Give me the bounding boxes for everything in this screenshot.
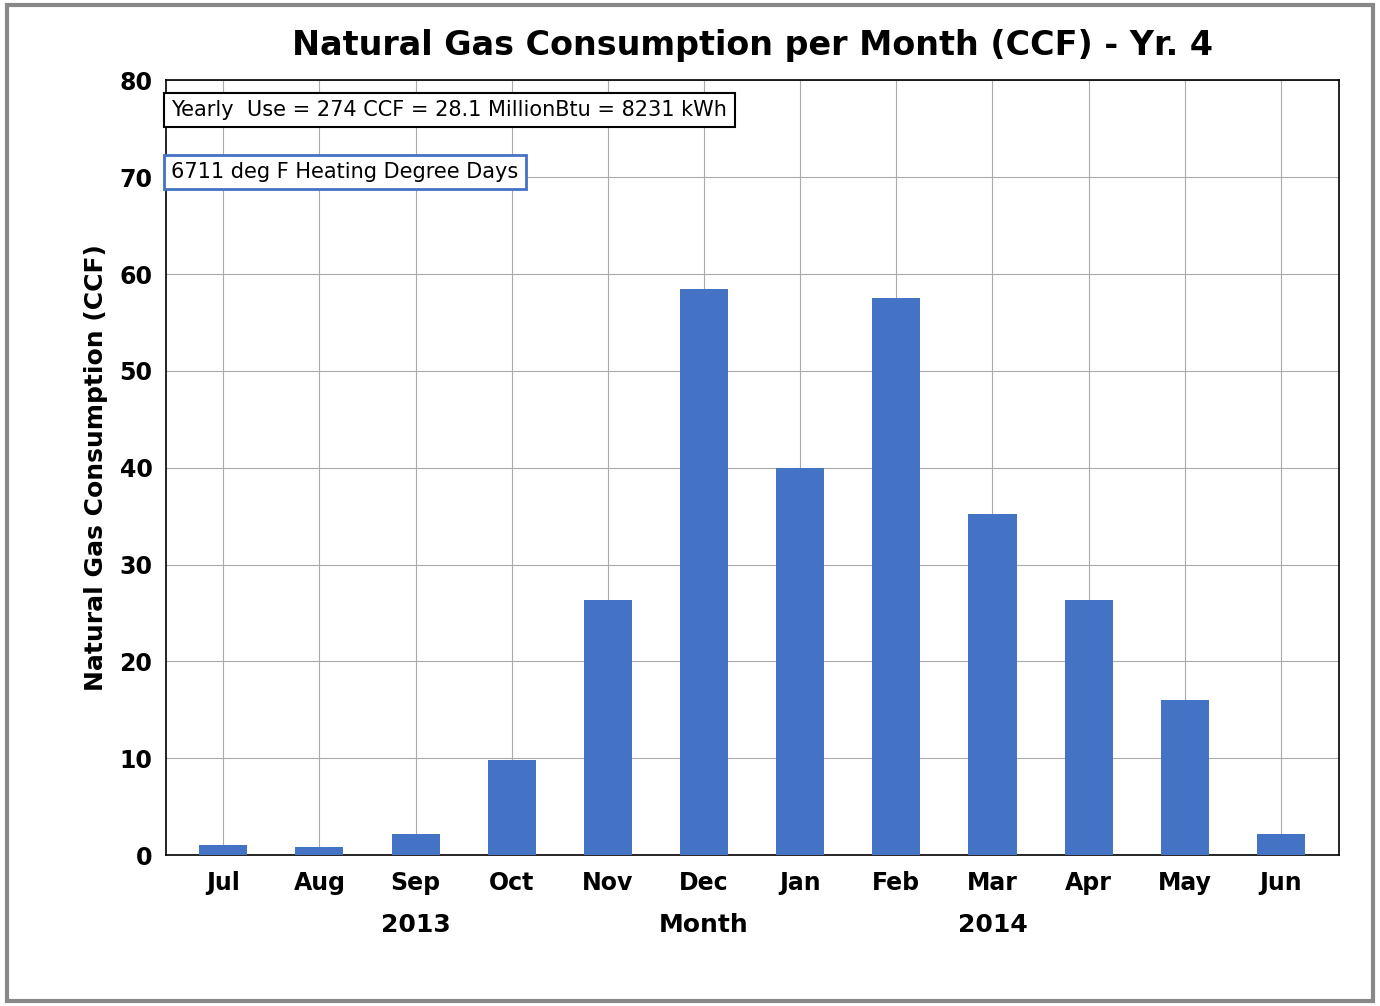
Bar — [1161, 700, 1209, 855]
Bar — [295, 847, 344, 855]
Bar — [680, 289, 729, 855]
Bar — [1257, 834, 1305, 855]
Bar — [392, 834, 440, 855]
Bar — [969, 514, 1017, 855]
Text: 6711 deg F Heating Degree Days: 6711 deg F Heating Degree Days — [171, 162, 519, 182]
Bar — [1064, 601, 1112, 855]
Title: Natural Gas Consumption per Month (CCF) - Yr. 4: Natural Gas Consumption per Month (CCF) … — [291, 29, 1213, 62]
Bar — [584, 601, 632, 855]
Text: 2013: 2013 — [381, 913, 450, 938]
Text: Yearly  Use = 274 CCF = 28.1 MillionBtu = 8231 kWh: Yearly Use = 274 CCF = 28.1 MillionBtu =… — [171, 100, 727, 120]
Bar — [199, 845, 247, 855]
Y-axis label: Natural Gas Consumption (CCF): Natural Gas Consumption (CCF) — [84, 244, 108, 691]
Bar — [487, 761, 535, 855]
Bar — [872, 299, 920, 855]
Text: 2014: 2014 — [958, 913, 1027, 938]
Bar — [776, 468, 824, 855]
Text: Month: Month — [660, 913, 749, 938]
